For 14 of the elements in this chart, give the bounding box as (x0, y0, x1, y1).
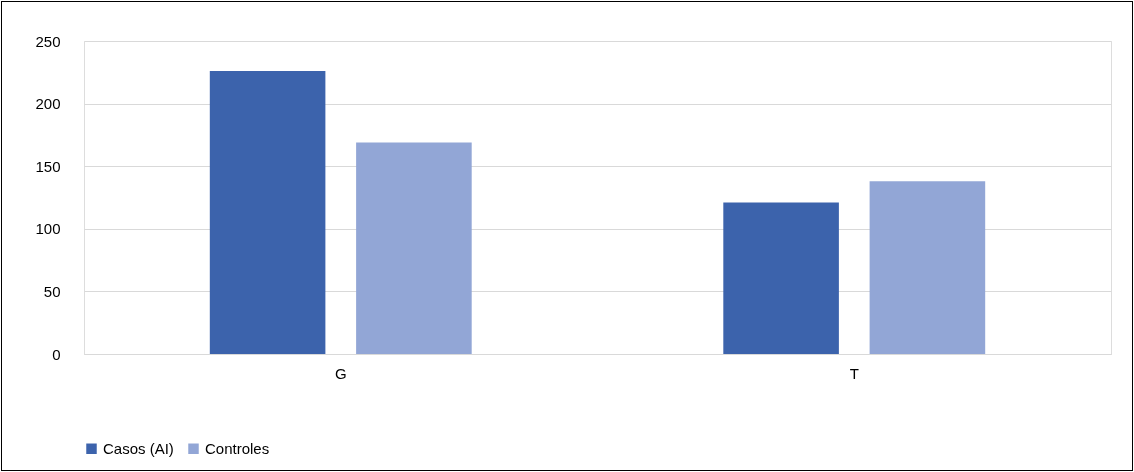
y-tick-label: 200 (35, 95, 61, 113)
legend-label: Casos (AI) (103, 439, 174, 457)
y-tick-label: 0 (52, 345, 61, 363)
y-tick-label: 250 (35, 32, 61, 50)
bar (723, 202, 839, 354)
y-tick-label: 100 (35, 220, 61, 238)
legend-label: Controles (205, 439, 270, 457)
y-tick-label: 150 (35, 157, 61, 175)
bar (209, 71, 326, 354)
bar (356, 142, 472, 354)
x-tick-label: T (849, 364, 859, 382)
y-tick-label: 50 (43, 282, 61, 300)
x-tick-label: G (334, 364, 347, 382)
bar (869, 181, 986, 354)
